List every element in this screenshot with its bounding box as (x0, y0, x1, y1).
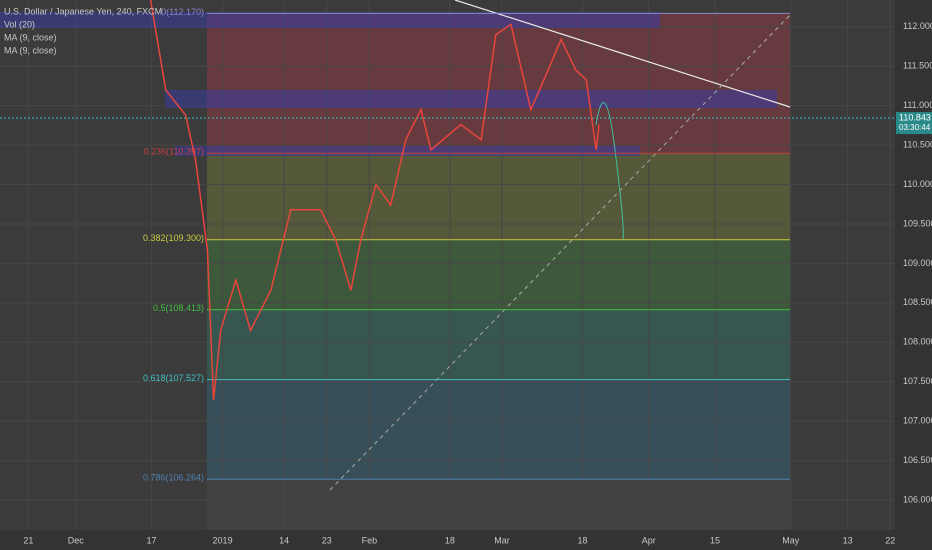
y-tick-label: 108.500 (903, 297, 932, 307)
x-tick-label: Apr (642, 535, 656, 545)
fib-zone (207, 309, 790, 380)
x-tick-label: 21 (23, 535, 33, 545)
x-tick-label: 2019 (213, 535, 233, 545)
x-tick-label: 13 (843, 535, 853, 545)
fib-zone (207, 153, 790, 240)
indicator: MA (9, close) (4, 32, 57, 42)
x-tick-label: 22 (885, 535, 895, 545)
fib-label: 0.382(109.300) (143, 233, 204, 243)
x-tick-label: 14 (279, 535, 289, 545)
y-tick-label: 109.500 (903, 218, 932, 228)
x-tick-label: 23 (322, 535, 332, 545)
fib-zones (207, 13, 790, 530)
supply-zone (165, 90, 777, 108)
axes: 112.000 111.500 111.000 110.500 110.000 109.5… (23, 21, 932, 545)
trend-line (454, 0, 791, 108)
x-tick-label: 18 (445, 535, 455, 545)
y-tick-label: 109.000 (903, 258, 932, 268)
grid (0, 0, 895, 530)
x-tick-label: 15 (710, 535, 720, 545)
y-tick-label: 111.500 (903, 61, 932, 71)
fib-label: 0.236(110.397) (144, 147, 204, 157)
projection (595, 102, 624, 241)
fib-zone (207, 13, 790, 154)
indicator: Vol (20) (4, 19, 35, 29)
y-tick-label: 106.500 (903, 455, 932, 465)
y-tick-label: 110.000 (903, 179, 932, 189)
y-tick-label: 111.000 (903, 100, 932, 110)
fib-zone (207, 379, 790, 480)
fib-label: 0.618(107.527) (143, 373, 204, 383)
fib-label: 0.5(108.413) (153, 303, 204, 313)
price-line (149, 0, 600, 400)
x-tick-label: May (782, 535, 800, 545)
demand-zone (175, 146, 640, 156)
countdown: 03:30:44 (899, 123, 931, 132)
time-axis (0, 530, 932, 550)
x-tick-label: 18 (577, 535, 587, 545)
x-tick-label: 17 (147, 535, 157, 545)
price-axis (895, 0, 932, 550)
y-tick-label: 107.000 (903, 416, 932, 426)
chart-title: U.S. Dollar / Japanese Yen, 240, FXCM (4, 6, 162, 16)
y-tick-label: 106.000 (903, 494, 932, 504)
last-price-box (896, 112, 932, 135)
y-tick-label: 107.500 (903, 376, 932, 386)
y-tick-label: 110.500 (903, 139, 932, 149)
indicator: MA (9, close) (4, 45, 57, 55)
x-tick-label: Feb (362, 535, 378, 545)
fib-label: 0.786(106.264) (143, 473, 204, 483)
y-tick-label: 108.000 (903, 337, 932, 347)
fib-label: 0(112.170) (161, 7, 204, 17)
dashed-line (329, 14, 791, 491)
supply-zone (0, 12, 660, 28)
fib-zone (207, 479, 790, 530)
last-price-label: 110.843 (899, 112, 931, 122)
x-tick-label: Mar (494, 535, 510, 545)
y-tick-label: 112.000 (903, 21, 932, 31)
fib-zone (207, 239, 790, 310)
x-tick-label: Dec (68, 535, 85, 545)
plot: 0(112.170) 0.236(110.397) 0.382(109.300) 0.… (0, 0, 895, 483)
